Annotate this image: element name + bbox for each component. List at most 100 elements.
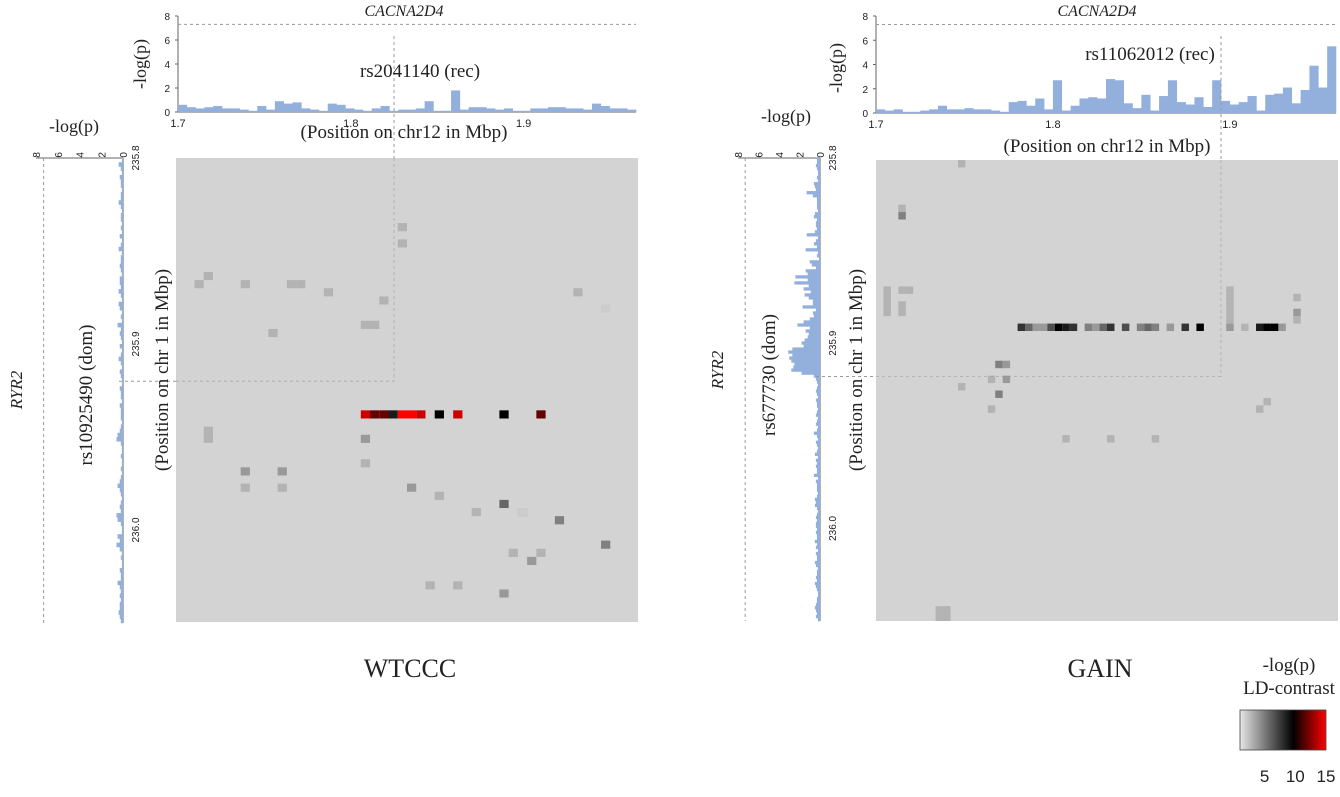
- left-bar: [805, 329, 820, 333]
- left-bar: [795, 275, 820, 279]
- heatmap-cell: [1293, 316, 1301, 324]
- left-bar: [120, 284, 123, 290]
- heatmap-background: [176, 158, 638, 622]
- heatmap-cell: [883, 301, 891, 309]
- left-bar: [117, 432, 123, 438]
- left-bar: [803, 344, 820, 348]
- left-bar: [120, 204, 123, 210]
- heatmap-cell: [1047, 323, 1055, 332]
- top-bar: [574, 108, 584, 112]
- left-bar: [815, 164, 820, 168]
- left-bar: [120, 217, 123, 222]
- left-bar: [808, 332, 820, 336]
- top-y-tick-label: 0: [164, 108, 170, 119]
- top-bar: [964, 108, 974, 113]
- left-bar: [817, 593, 820, 598]
- heatmap-cell: [987, 405, 996, 413]
- left-bar: [117, 580, 123, 586]
- left-bar: [119, 369, 123, 374]
- heatmap-cell: [277, 483, 287, 492]
- left-bar: [812, 302, 820, 306]
- legend-title-line1: -log(p): [1263, 655, 1316, 676]
- gain-panel: CACNA2D4 0 2 4 6 8 1.7 1.8 1.9 rs11062012 (rec) -l…: [708, 3, 1338, 622]
- heatmap-cell: [323, 288, 334, 297]
- heatmap-cell: [536, 410, 546, 419]
- left-bar: [121, 365, 123, 370]
- heatmap-cell: [1084, 323, 1093, 332]
- left-bar: [817, 425, 820, 429]
- top-bar: [1318, 87, 1328, 113]
- top-bar: [955, 109, 965, 113]
- left-bar: [121, 339, 123, 345]
- heatmap-cell: [1226, 323, 1234, 332]
- heatmap-cell: [1002, 360, 1011, 369]
- heatmap-cell: [203, 434, 213, 443]
- left-bar: [807, 335, 820, 339]
- heatmap-cell: [425, 581, 435, 590]
- heatmap-cell: [360, 434, 371, 443]
- left-bar: [120, 183, 123, 188]
- heatmap-cell: [883, 308, 891, 317]
- top-bar: [1203, 106, 1213, 113]
- left-bar: [121, 251, 123, 256]
- left-bar: [120, 424, 123, 429]
- left-bar: [806, 191, 820, 195]
- left-bar: [814, 212, 820, 216]
- left-bar: [816, 470, 820, 474]
- heatmap-cell: [995, 390, 1003, 398]
- left-bar: [815, 608, 820, 613]
- heatmap-cell: [1002, 375, 1011, 384]
- top-x-axis-label: (Position on chr12 in Mbp): [301, 122, 508, 143]
- heatmap-cell: [1263, 397, 1271, 406]
- heatmap-cell: [898, 286, 906, 294]
- top-bar: [327, 103, 337, 112]
- left-gene-label: RYR2: [708, 350, 727, 390]
- left-bar: [119, 593, 123, 598]
- heatmap-cell: [573, 288, 583, 297]
- heatmap-cell: [1151, 323, 1160, 332]
- left-bar: [119, 331, 123, 336]
- left-bar: [816, 542, 820, 547]
- left-bar: [816, 401, 820, 405]
- heatmap-cell: [397, 410, 407, 419]
- heatmap-cell: [1099, 323, 1107, 332]
- top-bar: [982, 109, 992, 113]
- panel-title-wtccc: WTCCC: [363, 654, 457, 683]
- left-bar: [816, 512, 820, 517]
- left-bar: [119, 614, 123, 620]
- left-bar: [817, 416, 820, 420]
- top-bar: [973, 109, 983, 113]
- left-bar: [120, 572, 123, 577]
- top-bar: [389, 110, 399, 112]
- heatmap-cell: [416, 410, 426, 419]
- top-bar: [1141, 94, 1151, 113]
- left-bar: [119, 568, 123, 573]
- heatmap-cell: [883, 293, 891, 302]
- heatmap-cell: [499, 589, 509, 598]
- left-bar: [813, 242, 820, 246]
- left-bar: [121, 310, 123, 315]
- top-bar: [1327, 46, 1337, 113]
- left-bar: [815, 614, 820, 619]
- top-y-axis-label: -log(p): [130, 39, 151, 89]
- left-bar: [121, 221, 123, 226]
- heatmap-cell: [1107, 323, 1115, 332]
- left-bar: [121, 551, 123, 556]
- legend-tick-label: 5: [1260, 767, 1269, 786]
- top-y-tick-label: 8: [164, 12, 170, 23]
- left-bar: [814, 230, 820, 234]
- left-bar: [817, 395, 820, 399]
- left-bar: [120, 179, 123, 184]
- top-bar: [336, 104, 346, 112]
- left-bar: [808, 284, 820, 288]
- left-bar: [120, 166, 123, 171]
- left-bar: [119, 276, 123, 281]
- heatmap-cell: [370, 320, 380, 329]
- heatmap-cell: [1166, 323, 1175, 332]
- heatmap-cell: [1107, 435, 1115, 443]
- left-p-tick-label: 0: [816, 152, 827, 158]
- top-bar: [1212, 80, 1222, 113]
- top-bar: [929, 109, 939, 113]
- heatmap-cell: [898, 212, 906, 220]
- heatmap-cell: [935, 606, 944, 614]
